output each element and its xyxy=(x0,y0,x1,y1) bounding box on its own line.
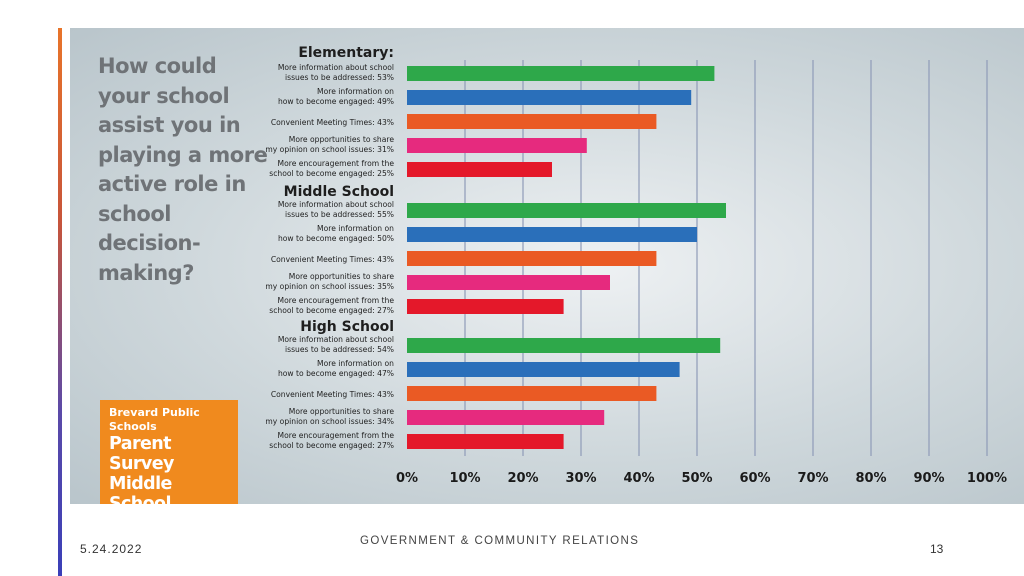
bar-orange xyxy=(407,251,657,266)
x-tick-label: 30% xyxy=(565,471,596,486)
badge-district: Brevard Public Schools xyxy=(109,406,200,433)
bar-label: More opportunities to share xyxy=(289,272,395,281)
bar-label: Convenient Meeting Times: 43% xyxy=(271,255,394,264)
group-title: High School xyxy=(300,319,394,335)
bar-blue xyxy=(407,227,697,242)
bar-label: my opinion on school issues: 35% xyxy=(265,282,394,291)
bar-blue xyxy=(407,362,680,377)
bar-label: Convenient Meeting Times: 43% xyxy=(271,390,394,399)
bar-red xyxy=(407,299,564,314)
bar-label: More encouragement from the xyxy=(278,159,395,168)
bar-label: More opportunities to share xyxy=(289,135,395,144)
bar-label: More information on xyxy=(317,359,394,368)
bar-blue xyxy=(407,90,692,105)
group-title: Middle School xyxy=(284,184,394,200)
x-tick-label: 90% xyxy=(913,471,944,486)
bar-label: More encouragement from the xyxy=(278,431,395,440)
x-tick-label: 0% xyxy=(396,471,418,486)
x-tick-label: 40% xyxy=(623,471,654,486)
bar-label: More information about school xyxy=(278,335,394,344)
bar-label: my opinion on school issues: 34% xyxy=(265,417,394,426)
bar-label: More information about school xyxy=(278,200,394,209)
bar-label: issues to be addressed: 53% xyxy=(285,73,394,82)
bar-pink xyxy=(407,410,605,425)
survey-question: How could your school assist you in play… xyxy=(98,54,268,285)
bar-label: More opportunities to share xyxy=(289,407,395,416)
bar-red xyxy=(407,162,552,177)
bar-green xyxy=(407,66,715,81)
bar-label: school to become engaged: 27% xyxy=(269,441,394,450)
badge-title: Parent Survey xyxy=(109,434,174,474)
x-tick-label: 100% xyxy=(967,471,1007,486)
x-tick-label: 70% xyxy=(797,471,828,486)
bar-green xyxy=(407,338,721,353)
bar-label: how to become engaged: 49% xyxy=(278,97,394,106)
bar-label: More information on xyxy=(317,224,394,233)
bar-label: issues to be addressed: 55% xyxy=(285,210,394,219)
bar-label: More encouragement from the xyxy=(278,296,395,305)
survey-badge: Brevard Public Schools Parent Survey Mid… xyxy=(100,400,238,504)
x-tick-label: 20% xyxy=(507,471,538,486)
bar-label: school to become engaged: 27% xyxy=(269,306,394,315)
bar-orange xyxy=(407,386,657,401)
x-tick-label: 60% xyxy=(739,471,770,486)
bar-label: my opinion on school issues: 31% xyxy=(265,145,394,154)
x-tick-label: 10% xyxy=(449,471,480,486)
group-title: Elementary: xyxy=(298,45,394,61)
bar-label: how to become engaged: 50% xyxy=(278,234,394,243)
bar-label: school to become engaged: 25% xyxy=(269,169,394,178)
bar-orange xyxy=(407,114,657,129)
bar-red xyxy=(407,434,564,449)
badge-school-level: Middle School xyxy=(109,474,172,504)
bar-chart: Elementary: More information about school… xyxy=(265,45,1007,486)
bar-label: More information about school xyxy=(278,63,394,72)
x-tick-label: 80% xyxy=(855,471,886,486)
bar-label: More information on xyxy=(317,87,394,96)
bar-pink xyxy=(407,275,610,290)
bar-pink xyxy=(407,138,587,153)
bar-green xyxy=(407,203,726,218)
footer-department: GOVERNMENT & COMMUNITY RELATIONS xyxy=(360,535,640,547)
page-number: 13 xyxy=(930,542,944,556)
chart-panel: How could your school assist you in play… xyxy=(70,28,1024,504)
bar-label: how to become engaged: 47% xyxy=(278,369,394,378)
x-tick-label: 50% xyxy=(681,471,712,486)
bar-label: Convenient Meeting Times: 43% xyxy=(271,118,394,127)
accent-bar xyxy=(58,28,62,576)
bar-label: issues to be addressed: 54% xyxy=(285,345,394,354)
footer-date: 5.24.2022 xyxy=(80,542,143,556)
